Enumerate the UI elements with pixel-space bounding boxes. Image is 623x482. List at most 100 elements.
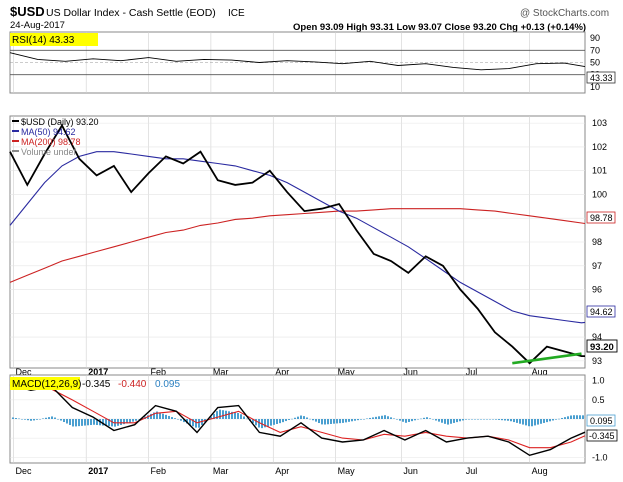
macd-histogram-bar bbox=[540, 419, 542, 424]
ma200-tag-box bbox=[586, 211, 616, 224]
x-tick-label: May bbox=[338, 466, 356, 476]
macd-histogram-bar bbox=[561, 417, 563, 419]
rsi-tag-box bbox=[586, 71, 616, 84]
macd-histogram-bar bbox=[393, 418, 395, 419]
macd-histogram-bar bbox=[360, 419, 362, 420]
macd-histogram-bar bbox=[366, 418, 368, 420]
legend-entry: MA(50) 94.62 bbox=[21, 127, 76, 137]
macd-panel: 1.00.50.0-0.5-1.0 MACD(12,26,9) -0.345 -… bbox=[9, 374, 618, 464]
macd-histogram-bar bbox=[87, 419, 89, 426]
chart-symbol: $USD bbox=[10, 4, 45, 19]
macd-histogram-bar bbox=[27, 419, 29, 421]
macd-histogram-bar bbox=[507, 419, 509, 421]
macd-histogram-bar bbox=[231, 411, 233, 419]
macd-histogram-bar bbox=[570, 415, 572, 419]
macd-histogram-bar bbox=[183, 419, 185, 423]
watermark: @ StockCharts.com bbox=[520, 8, 609, 19]
macd-histogram-bar bbox=[429, 418, 431, 419]
macd-histogram-bar bbox=[102, 419, 104, 426]
macd-histogram-bar bbox=[351, 419, 353, 422]
macd-histogram-bar bbox=[582, 415, 584, 419]
macd-histogram-bar bbox=[294, 417, 296, 419]
price-line bbox=[9, 123, 585, 365]
macd-histogram-bar bbox=[471, 419, 473, 420]
price-tick-label: 93 bbox=[592, 356, 602, 366]
macd-histogram-bar bbox=[378, 416, 380, 419]
legend-swatch bbox=[12, 130, 19, 132]
macd-histogram-bar bbox=[18, 418, 20, 420]
macd-histogram-bar bbox=[447, 419, 449, 425]
legend-entry: MA(200) 98.78 bbox=[21, 137, 81, 147]
macd-histogram-bar bbox=[258, 419, 260, 428]
macd-histogram-bar bbox=[522, 419, 524, 425]
macd-histogram-bar bbox=[462, 419, 464, 421]
macd-histogram-bar bbox=[177, 419, 179, 420]
macd-histogram-bar bbox=[174, 418, 176, 419]
macd-histogram-bar bbox=[537, 419, 539, 425]
price-tick-label: 103 bbox=[592, 118, 607, 128]
legend-entry: Volume undef bbox=[21, 147, 77, 157]
macd-histogram-bar bbox=[69, 419, 71, 425]
macd-histogram-bar bbox=[330, 419, 332, 424]
macd-histogram-bar bbox=[423, 417, 425, 419]
macd-histogram-bar bbox=[243, 416, 245, 419]
chart-date: 24-Aug-2017 bbox=[10, 20, 65, 31]
x-tick-label: Apr bbox=[275, 466, 289, 476]
macd-histogram-bar bbox=[60, 419, 62, 421]
ohlc-readout: Open 93.09 High 93.31 Low 93.07 Close 93… bbox=[293, 22, 586, 33]
macd-histogram-bar bbox=[252, 419, 254, 424]
macd-line bbox=[9, 383, 586, 457]
macd-histogram-bar bbox=[291, 418, 293, 420]
x-tick-label: Apr bbox=[275, 367, 289, 377]
macd-histogram-bar bbox=[111, 419, 113, 427]
chart-name: US Dollar Index - Cash Settle (EOD) bbox=[46, 7, 216, 19]
macd-histogram-bar bbox=[573, 415, 575, 419]
macd-histogram-bar bbox=[138, 419, 140, 420]
macd-histogram-bar bbox=[450, 419, 452, 424]
ma50-tag: 94.62 bbox=[590, 307, 613, 317]
macd-histogram-bar bbox=[105, 419, 107, 426]
macd-histogram-bar bbox=[123, 419, 125, 425]
price-tick-label: 97 bbox=[592, 261, 602, 271]
ma50-line bbox=[9, 151, 586, 324]
macd-histogram-bar bbox=[255, 419, 257, 426]
macd-histogram-bar bbox=[489, 419, 491, 420]
macd-signal-value: -0.440 bbox=[118, 379, 147, 390]
x-tick-label: May bbox=[338, 367, 356, 377]
ma200-line bbox=[9, 208, 586, 283]
macd-histogram-bar bbox=[240, 414, 242, 419]
macd-histogram-bar bbox=[504, 419, 506, 421]
macd-histogram-bar bbox=[132, 419, 134, 422]
x-tick-label: Jun bbox=[403, 466, 418, 476]
macd-histogram-bar bbox=[126, 419, 128, 424]
macd-histogram-bar bbox=[270, 419, 272, 426]
macd-hist-value: 0.095 bbox=[155, 379, 180, 390]
macd-histogram-bar bbox=[237, 412, 239, 419]
price-tick-label: 94 bbox=[592, 332, 602, 342]
macd-histogram-bar bbox=[267, 419, 269, 427]
macd-histogram-bar bbox=[486, 419, 488, 420]
rsi-tick-label: 50 bbox=[590, 58, 600, 68]
macd-histogram-bar bbox=[219, 409, 221, 419]
macd-tag-box bbox=[586, 429, 618, 442]
macd-histogram-bar bbox=[246, 418, 248, 420]
macd-tick-label: 0.5 bbox=[592, 395, 605, 405]
macd-histogram-bar bbox=[315, 419, 317, 422]
support-trendline bbox=[512, 352, 582, 365]
macd-histogram-bar bbox=[348, 419, 350, 422]
macd-histogram-bar bbox=[303, 416, 305, 419]
macd-histogram-bar bbox=[456, 419, 458, 423]
macd-histogram-bar bbox=[171, 417, 173, 419]
price-tick-label: 102 bbox=[592, 142, 607, 152]
x-tick-label: Jun bbox=[403, 367, 418, 377]
rsi-tick-label: 10 bbox=[590, 82, 600, 92]
macd-histogram-bar bbox=[84, 419, 86, 426]
macd-histogram-bar bbox=[159, 412, 161, 419]
macd-histogram-bar bbox=[576, 415, 578, 419]
macd-histogram-bar bbox=[372, 417, 374, 419]
macd-histogram-bar bbox=[153, 412, 155, 419]
macd-histogram-bar bbox=[534, 419, 536, 426]
x-tick-label: Feb bbox=[151, 367, 167, 377]
legend-swatch bbox=[12, 140, 19, 142]
